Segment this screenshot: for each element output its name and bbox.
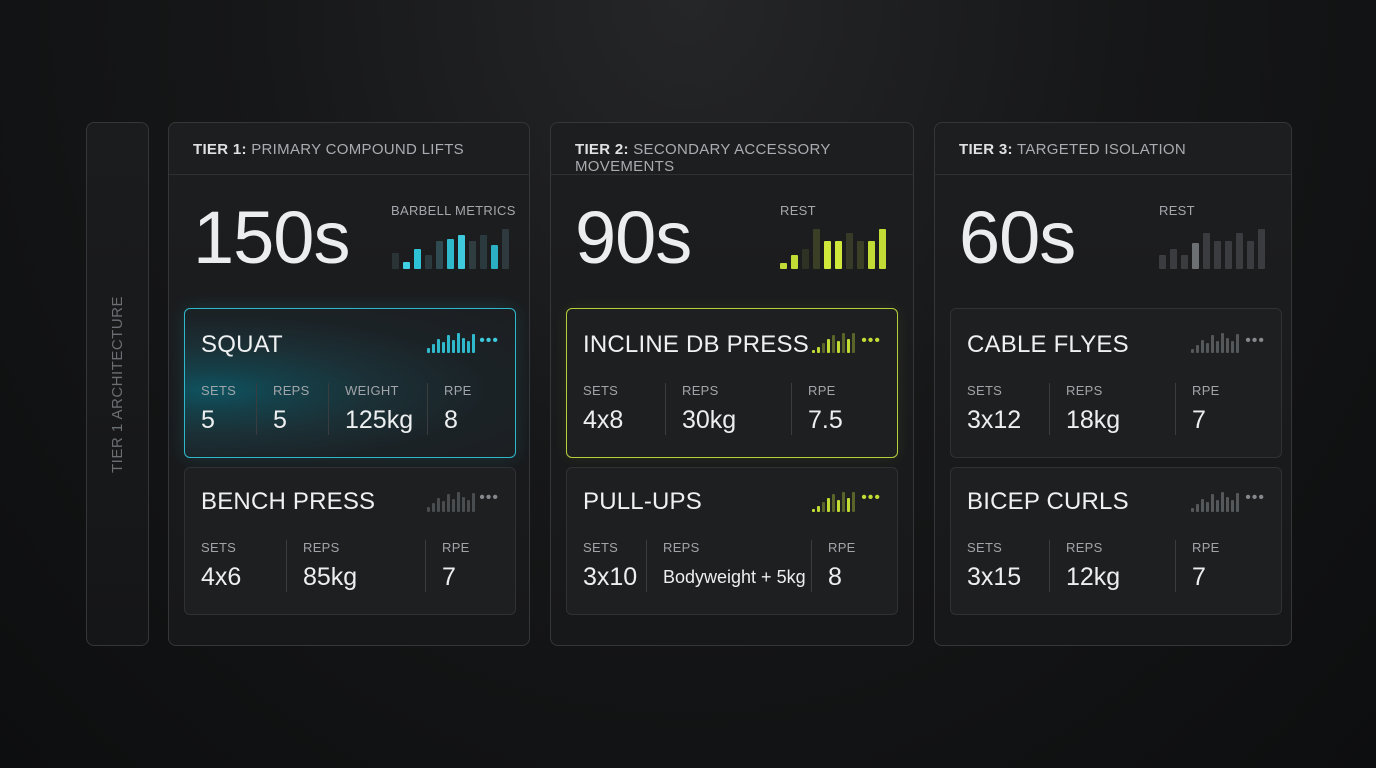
stat-label: WEIGHT xyxy=(345,383,399,398)
more-dots-icon[interactable]: ••• xyxy=(1245,489,1265,506)
exercise-title: PULL-UPS xyxy=(583,488,702,515)
tier-3-label: TIER 3: xyxy=(959,141,1013,158)
exercise-title: BENCH PRESS xyxy=(201,488,376,515)
tier-3-rest-value: 60s xyxy=(959,196,1076,279)
stat-value: 18kg xyxy=(1066,406,1121,434)
stat-value: 7.5 xyxy=(808,406,843,434)
tier-2-name: SECONDARY ACCESSORY MOVEMENTS xyxy=(575,141,831,175)
tier-1-label: TIER 1: xyxy=(193,141,247,158)
stat-label: RPE xyxy=(808,383,836,398)
stats-row: SETS 4x6 REPS 85kg RPE 7 xyxy=(185,540,515,592)
stat-label: RPE xyxy=(1192,383,1220,398)
stats-row: SETS 3x10 REPS Bodyweight + 5kg RPE 8 xyxy=(567,540,897,592)
stats-row: SETS 4x8 REPS 30kg RPE 7.5 xyxy=(567,383,897,435)
stat-value: 5 xyxy=(201,406,215,434)
stat-label: SETS xyxy=(583,383,619,398)
exercise-card-incline-db-press[interactable]: INCLINE DB PRESS ••• SETS 4x8 REPS 30kg RP… xyxy=(566,308,898,458)
exercise-card-bicep-curls[interactable]: BICEP CURLS ••• SETS 3x15 REPS 12kg RPE 7 xyxy=(950,467,1282,615)
stat-label: RPE xyxy=(828,540,856,555)
stats-row: SETS 5 REPS 5 WEIGHT 125kg RPE 8 xyxy=(185,383,515,435)
tier-1-metric-label: BARBELL METRICS xyxy=(391,203,516,218)
stat-label: RPE xyxy=(442,540,470,555)
stat-label: SETS xyxy=(583,540,619,555)
exercise-card-pull-ups[interactable]: PULL-UPS ••• SETS 3x10 REPS Bodyweight + 5… xyxy=(566,467,898,615)
exercise-card-cable-flyes[interactable]: CABLE FLYES ••• SETS 3x12 REPS 18kg RPE 7 xyxy=(950,308,1282,458)
tier-2-header: TIER 2: SECONDARY ACCESSORY MOVEMENTS xyxy=(551,123,913,175)
tier-2-label: TIER 2: xyxy=(575,141,629,158)
more-dots-icon[interactable]: ••• xyxy=(861,332,881,349)
tier-1-rest-value: 150s xyxy=(193,196,350,279)
more-dots-icon[interactable]: ••• xyxy=(479,332,499,349)
stat-value: 30kg xyxy=(682,406,737,434)
stat-label: REPS xyxy=(273,383,310,398)
exercise-card-bench-press[interactable]: BENCH PRESS ••• SETS 4x6 REPS 85kg RPE 7 xyxy=(184,467,516,615)
exercise-title: CABLE FLYES xyxy=(967,331,1129,358)
stat-value: 8 xyxy=(828,563,842,591)
tier-3-column: TIER 3: TARGETED ISOLATION 60s REST CABL… xyxy=(934,122,1292,646)
stat-value: 4x6 xyxy=(201,563,242,591)
tier-1-header: TIER 1: PRIMARY COMPOUND LIFTS xyxy=(169,123,529,175)
tier-3-metric-label: REST xyxy=(1159,203,1195,218)
side-rail-label: TIER 1 ARCHITECTURE xyxy=(109,295,126,473)
exercise-card-squat[interactable]: SQUAT ••• SETS 5 REPS 5 WEIGHT 125kg RPE 8 xyxy=(184,308,516,458)
exercise-title: BICEP CURLS xyxy=(967,488,1129,515)
stat-label: REPS xyxy=(1066,540,1103,555)
stat-label: SETS xyxy=(201,383,237,398)
bar-chart-icon xyxy=(1159,229,1265,269)
tier-2-metric-label: REST xyxy=(780,203,816,218)
bar-chart-icon xyxy=(427,492,475,512)
stat-value: Bodyweight + 5kg xyxy=(663,567,806,587)
stat-value: 3x15 xyxy=(967,563,1022,591)
side-rail: TIER 1 ARCHITECTURE xyxy=(86,122,149,646)
stat-value: 4x8 xyxy=(583,406,624,434)
more-dots-icon[interactable]: ••• xyxy=(1245,332,1265,349)
stat-value: 85kg xyxy=(303,563,358,591)
stats-row: SETS 3x12 REPS 18kg RPE 7 xyxy=(951,383,1281,435)
more-dots-icon[interactable]: ••• xyxy=(479,489,499,506)
stat-value: 125kg xyxy=(345,406,414,434)
tier-3-header: TIER 3: TARGETED ISOLATION xyxy=(935,123,1291,175)
stat-value: 5 xyxy=(273,406,287,434)
stats-row: SETS 3x15 REPS 12kg RPE 7 xyxy=(951,540,1281,592)
exercise-title: SQUAT xyxy=(201,331,283,358)
stat-label: SETS xyxy=(201,540,237,555)
stat-label: SETS xyxy=(967,383,1003,398)
stat-label: REPS xyxy=(303,540,340,555)
stat-value: 12kg xyxy=(1066,563,1121,591)
stat-label: REPS xyxy=(1066,383,1103,398)
bar-chart-icon xyxy=(780,229,886,269)
stat-value: 7 xyxy=(1192,563,1206,591)
stat-value: 8 xyxy=(444,406,458,434)
bar-chart-icon xyxy=(812,333,855,353)
stat-value: 7 xyxy=(1192,406,1206,434)
stat-label: RPE xyxy=(444,383,472,398)
tier-2-rest-value: 90s xyxy=(575,196,692,279)
more-dots-icon[interactable]: ••• xyxy=(861,489,881,506)
bar-chart-icon xyxy=(812,492,855,512)
tier-3-name: TARGETED ISOLATION xyxy=(1016,141,1187,158)
stat-label: SETS xyxy=(967,540,1003,555)
stat-label: REPS xyxy=(682,383,719,398)
stat-value: 3x12 xyxy=(967,406,1022,434)
tier-1-column: TIER 1: PRIMARY COMPOUND LIFTS 150s BARB… xyxy=(168,122,530,646)
stat-label: REPS xyxy=(663,540,700,555)
exercise-title: INCLINE DB PRESS xyxy=(583,331,809,358)
stat-label: RPE xyxy=(1192,540,1220,555)
bar-chart-icon xyxy=(427,333,475,353)
bar-chart-icon xyxy=(1191,492,1239,512)
stat-value: 3x10 xyxy=(583,563,638,591)
tier-2-column: TIER 2: SECONDARY ACCESSORY MOVEMENTS 90… xyxy=(550,122,914,646)
tier-1-name: PRIMARY COMPOUND LIFTS xyxy=(251,141,464,158)
bar-chart-icon xyxy=(392,229,509,269)
bar-chart-icon xyxy=(1191,333,1239,353)
stat-value: 7 xyxy=(442,563,456,591)
